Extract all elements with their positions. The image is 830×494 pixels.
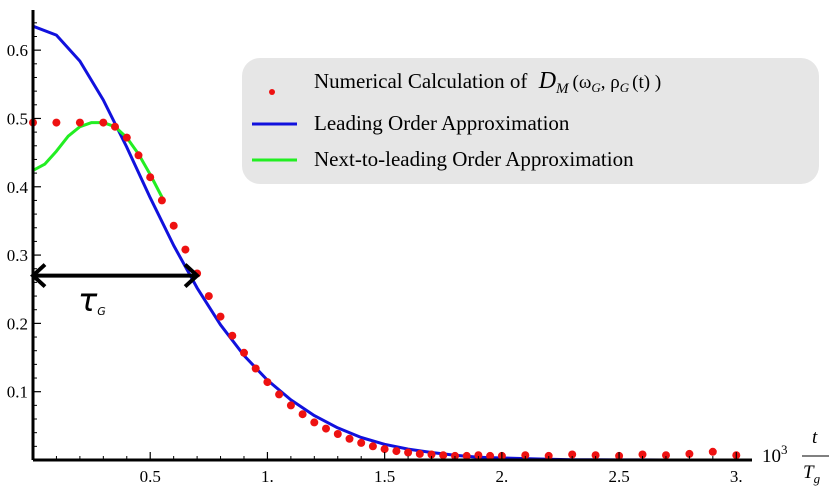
legend-label-leading: Leading Order Approximation [314, 111, 570, 135]
tau-annotation: τG [30, 263, 201, 319]
data-point-numerical [146, 173, 155, 182]
data-point-numerical [275, 390, 284, 399]
data-point-numerical [591, 451, 600, 460]
data-point-numerical [544, 451, 553, 460]
legend-swatch-numerical [269, 89, 275, 95]
y-tick-label: 0.4 [7, 178, 29, 197]
y-tick-label: 0.6 [7, 41, 28, 60]
data-point-numerical [474, 451, 483, 460]
data-point-numerical [263, 378, 272, 387]
data-point-numerical [122, 133, 131, 142]
data-point-numerical [345, 434, 354, 443]
data-point-numerical [322, 424, 330, 433]
x-tick-label: 1.5 [374, 467, 395, 486]
x-axis-label-denominator: Tg [803, 462, 821, 486]
data-point-numerical [204, 292, 213, 301]
data-point-numerical [568, 450, 577, 459]
x-axis-label-prefix: 103 [762, 442, 788, 467]
data-point-numerical [111, 122, 119, 131]
data-point-numerical [333, 430, 342, 438]
chart-axes: 0.5 1. 1.5 2. 2.5 3. 0.1 0.2 0.3 0.4 0.5 0.6 [7, 10, 752, 486]
data-point-numerical [368, 442, 377, 451]
data-point-numerical [216, 312, 225, 321]
y-tick-label: 0.3 [7, 246, 28, 265]
data-point-numerical [521, 451, 530, 460]
data-point-numerical [451, 451, 459, 460]
x-axis-label-numerator: t [812, 427, 818, 448]
legend-label-numerical: Numerical Calculation of DM (ωG, ρG (t) ) [314, 68, 661, 97]
data-point-numerical [685, 449, 694, 458]
x-axis-label: 103 t Tg [762, 427, 829, 486]
x-tick-label: 1. [261, 467, 274, 486]
x-tick-label: 2. [495, 467, 508, 486]
data-point-numerical [662, 451, 670, 460]
data-point-numerical [310, 418, 319, 427]
data-point-numerical [415, 449, 424, 458]
data-point-numerical [298, 410, 307, 419]
x-tick-label: 3. [730, 467, 743, 486]
data-point-numerical [134, 151, 143, 160]
data-point-numerical [486, 451, 495, 460]
series-line-next [31, 121, 164, 199]
legend-label-next: Next-to-leading Order Approximation [314, 147, 634, 171]
x-tick-label: 2.5 [608, 467, 629, 486]
data-point-numerical [439, 451, 448, 460]
data-point-numerical [392, 447, 401, 456]
data-point-numerical [404, 448, 413, 457]
data-point-numerical [99, 118, 108, 127]
y-tick-label: 0.5 [7, 109, 28, 128]
data-point-numerical [240, 348, 248, 357]
data-point-numerical [52, 118, 61, 127]
tau-arrow-left-head [30, 263, 47, 289]
data-point-numerical [286, 401, 295, 410]
data-point-numerical [462, 451, 471, 460]
y-tick-label: 0.1 [7, 383, 28, 402]
data-point-numerical [157, 196, 166, 205]
data-point-numerical [357, 438, 366, 447]
data-point-numerical [427, 450, 436, 459]
data-point-numerical [251, 364, 260, 373]
legend: Numerical Calculation of DM (ωG, ρG (t) ) … [242, 58, 819, 184]
tau-label: τG [78, 281, 106, 319]
data-point-numerical [181, 245, 190, 254]
data-point-numerical [75, 118, 84, 127]
data-point-numerical [708, 447, 717, 456]
data-point-numerical [380, 445, 389, 454]
tau-arrow-right-head [183, 263, 201, 289]
data-point-numerical [638, 450, 647, 459]
legend-background [242, 58, 819, 184]
y-tick-label: 0.2 [7, 314, 28, 333]
data-point-numerical [169, 221, 178, 230]
x-tick-label: 0.5 [140, 467, 161, 486]
data-point-numerical [228, 331, 237, 340]
